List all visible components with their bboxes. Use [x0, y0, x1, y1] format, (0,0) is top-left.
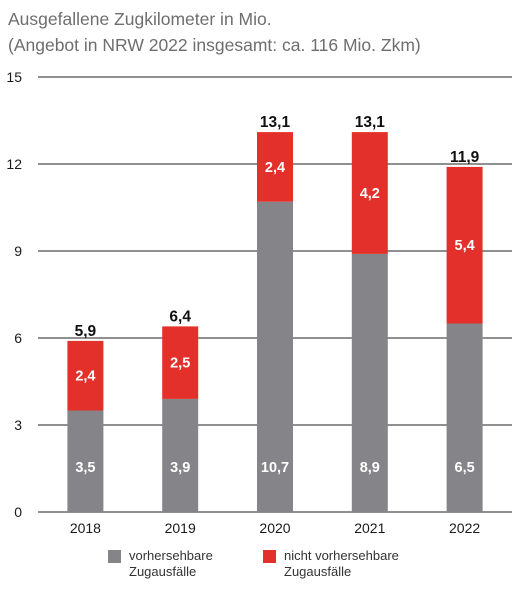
bar-value-label-predictable: 3,5	[75, 460, 95, 476]
bar-total-label: 11,9	[450, 149, 480, 166]
chart-title: Ausgefallene Zugkilometer in Mio. (Angeb…	[8, 6, 421, 58]
bar-segment-unpredictable	[257, 132, 293, 202]
x-tick-label: 2019	[165, 520, 196, 536]
bar-value-label-predictable: 8,9	[360, 460, 380, 476]
legend-label-predictable: vorhersehbare Zugausfälle	[129, 548, 213, 579]
bar-value-label-predictable: 3,9	[170, 460, 190, 476]
legend-swatch-predictable	[108, 550, 121, 563]
bar-segment-predictable	[67, 410, 104, 512]
bar-segment-predictable	[257, 201, 293, 512]
bar-segment-predictable	[351, 253, 388, 512]
x-tick-label: 2018	[70, 520, 101, 536]
x-tick-label: 2022	[449, 520, 480, 536]
bar-value-label-unpredictable: 2,4	[265, 160, 285, 176]
bar-total-label: 13,1	[355, 114, 386, 131]
title-line-1: Ausgefallene Zugkilometer in Mio.	[8, 9, 272, 29]
bar-value-label-unpredictable: 2,4	[75, 369, 95, 385]
bar-segment-unpredictable	[446, 166, 483, 324]
x-tick-label: 2021	[354, 520, 385, 536]
bar-segment-unpredictable	[351, 132, 388, 254]
bar-value-label-unpredictable: 4,2	[360, 186, 380, 202]
legend-swatch-unpredictable	[263, 550, 276, 563]
legend-item-predictable: vorhersehbare Zugausfälle	[108, 548, 213, 580]
y-tick-label: 6	[14, 330, 22, 346]
y-tick-label: 3	[14, 417, 22, 433]
bar-total-label: 13,1	[260, 114, 291, 131]
bar-segment-unpredictable	[162, 326, 199, 399]
bar-segment-predictable	[446, 323, 483, 512]
bar-value-label-predictable: 10,7	[261, 460, 289, 476]
title-line-2: (Angebot in NRW 2022 insgesamt: ca. 116 …	[8, 35, 421, 55]
y-tick-label: 0	[14, 504, 22, 520]
y-tick-label: 15	[6, 69, 22, 85]
y-tick-label: 12	[6, 156, 22, 172]
bar-total-label: 6,4	[169, 308, 191, 325]
legend-item-unpredictable: nicht vorhersehbare Zugausfälle	[263, 548, 399, 580]
bar-segment-predictable	[162, 398, 199, 512]
y-tick-label: 9	[14, 243, 22, 259]
bar-value-label-predictable: 6,5	[455, 460, 475, 476]
bar-segment-unpredictable	[67, 340, 104, 411]
bar-total-label: 5,9	[75, 323, 97, 340]
legend-label-unpredictable: nicht vorhersehbare Zugausfälle	[284, 548, 399, 579]
x-tick-label: 2020	[259, 520, 290, 536]
bar-value-label-unpredictable: 2,5	[170, 356, 190, 372]
bar-value-label-unpredictable: 5,4	[455, 238, 475, 254]
